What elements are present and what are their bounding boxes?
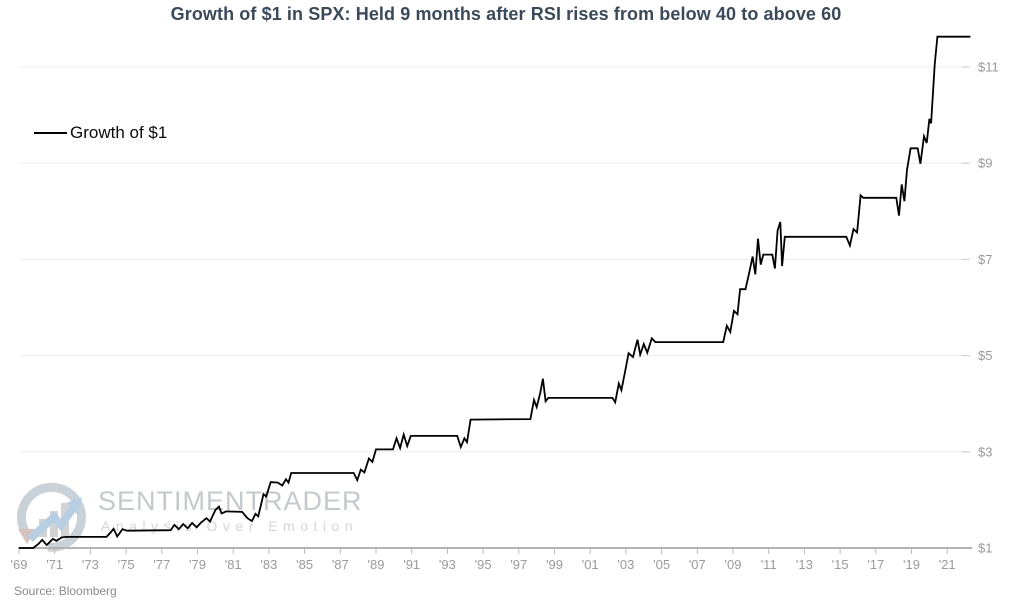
x-axis-label: '95 — [475, 557, 492, 572]
y-axis-label: $3 — [978, 444, 992, 459]
x-axis-label: '99 — [546, 557, 563, 572]
sentimentrader-logo-icon — [17, 482, 86, 552]
x-axis-label: '15 — [832, 557, 849, 572]
growth-of-1-series-line — [19, 35, 971, 549]
x-axis-label: '81 — [225, 557, 242, 572]
x-axis-label: '69 — [11, 557, 28, 572]
x-axis-label: '75 — [118, 557, 135, 572]
y-axis-label: $1 — [978, 541, 992, 556]
legend-label: Growth of $1 — [70, 123, 168, 142]
x-axis-label: '11 — [761, 557, 777, 572]
x-axis-label: '05 — [653, 557, 670, 572]
x-axis-label: '85 — [296, 557, 313, 572]
x-axis-label: '89 — [368, 557, 385, 572]
x-axis-label: '03 — [617, 557, 634, 572]
x-axis-label: '91 — [403, 557, 420, 572]
x-axis-label: '19 — [903, 557, 920, 572]
x-axis-label: '93 — [439, 557, 456, 572]
y-axis-label: $7 — [978, 252, 992, 267]
x-axis-label: '77 — [153, 557, 170, 572]
x-axis-label: '21 — [939, 557, 956, 572]
x-axis-label: '87 — [332, 557, 349, 572]
legend: Growth of $1 — [34, 123, 167, 143]
x-axis-label: '71 — [46, 557, 63, 572]
chart-title: Growth of $1 in SPX: Held 9 months after… — [170, 4, 842, 24]
source-note: Source: Bloomberg — [14, 584, 117, 598]
legend-line-swatch — [34, 132, 67, 134]
y-axis-label: $9 — [978, 156, 992, 171]
x-axis-label: '97 — [510, 557, 527, 572]
x-axis-label: '07 — [689, 557, 706, 572]
x-axis-label: '73 — [82, 557, 99, 572]
x-axis-label: '83 — [260, 557, 277, 572]
x-axis-label: '01 — [582, 557, 599, 572]
x-axis-label: '13 — [796, 557, 813, 572]
y-axis-label: $11 — [978, 60, 999, 75]
x-axis-label: '17 — [867, 557, 884, 572]
x-axis-label: '09 — [725, 557, 742, 572]
x-axis-label: '79 — [189, 557, 206, 572]
y-axis-label: $5 — [978, 348, 992, 363]
